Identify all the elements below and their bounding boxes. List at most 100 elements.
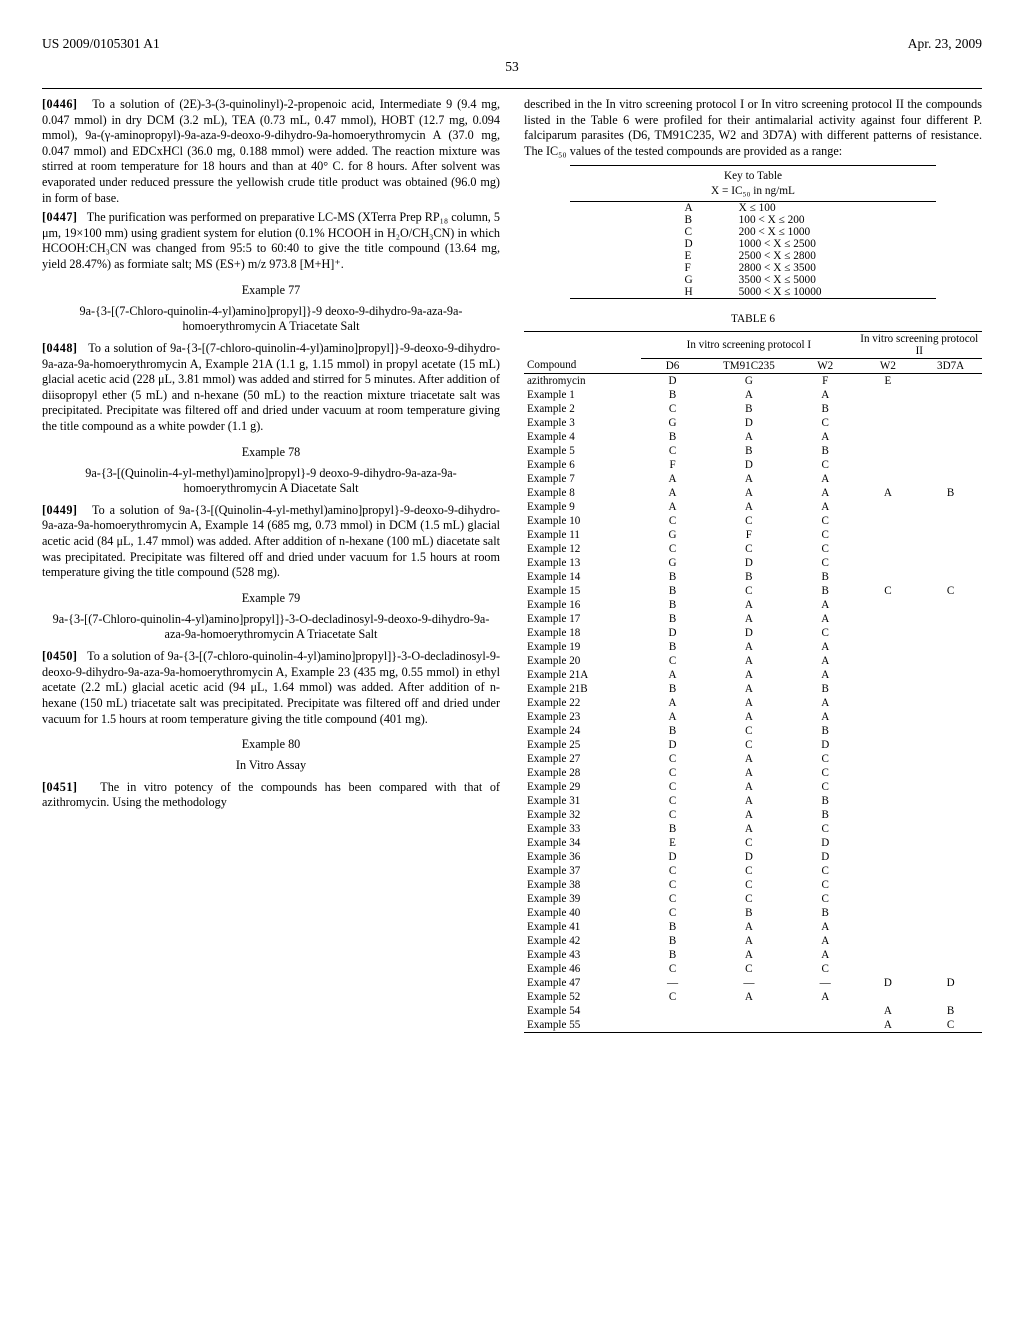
para-0449: [0449] To a solution of 9a-{3-[(Quinolin… bbox=[42, 503, 500, 581]
table-cell: C bbox=[641, 878, 704, 892]
table-cell bbox=[919, 458, 982, 472]
table-cell bbox=[857, 444, 920, 458]
table-cell bbox=[919, 444, 982, 458]
table-cell bbox=[857, 836, 920, 850]
table-cell: A bbox=[704, 486, 794, 500]
table-cell bbox=[704, 1004, 794, 1018]
table-row: Example 21BBAB bbox=[524, 682, 982, 696]
table-cell: A bbox=[641, 696, 704, 710]
table-cell bbox=[919, 724, 982, 738]
table-cell: Example 9 bbox=[524, 500, 641, 514]
table-cell: C bbox=[641, 892, 704, 906]
table-cell bbox=[857, 556, 920, 570]
table-cell bbox=[857, 948, 920, 962]
table-cell: A bbox=[794, 640, 857, 654]
table-cell bbox=[641, 1018, 704, 1032]
table-cell bbox=[857, 808, 920, 822]
table-cell: D bbox=[641, 626, 704, 640]
table-cell: Example 2 bbox=[524, 402, 641, 416]
table-cell bbox=[919, 934, 982, 948]
table-cell: C bbox=[641, 402, 704, 416]
table-cell bbox=[857, 794, 920, 808]
table-cell: A bbox=[704, 794, 794, 808]
table-cell bbox=[857, 612, 920, 626]
table-cell: B bbox=[641, 948, 704, 962]
table-cell: B bbox=[641, 822, 704, 836]
table-cell: C bbox=[704, 542, 794, 556]
table-cell bbox=[919, 416, 982, 430]
table-cell: E bbox=[641, 836, 704, 850]
table-cell bbox=[857, 416, 920, 430]
table-cell: B bbox=[704, 906, 794, 920]
table-cell bbox=[857, 640, 920, 654]
table-cell: A bbox=[794, 388, 857, 402]
table-cell: Example 52 bbox=[524, 990, 641, 1004]
table-cell: D bbox=[704, 850, 794, 864]
table-cell bbox=[857, 822, 920, 836]
table-cell: Example 24 bbox=[524, 724, 641, 738]
table-row: Example 2CBB bbox=[524, 402, 982, 416]
table-cell: A bbox=[704, 472, 794, 486]
table-cell: A bbox=[794, 710, 857, 724]
table-cell: C bbox=[641, 654, 704, 668]
table-cell: A bbox=[857, 486, 920, 500]
table-cell: C bbox=[794, 458, 857, 472]
key-letter: E bbox=[678, 250, 732, 262]
table-cell bbox=[919, 808, 982, 822]
table-cell: B bbox=[919, 1004, 982, 1018]
table-cell: C bbox=[641, 514, 704, 528]
table-cell: B bbox=[641, 598, 704, 612]
ex80-title: Example 80 bbox=[42, 737, 500, 752]
para-0446-text: To a solution of (2E)-3-(3-quinolinyl)-2… bbox=[42, 97, 500, 205]
table6-caption: TABLE 6 bbox=[524, 313, 982, 325]
ex78-title: Example 78 bbox=[42, 445, 500, 460]
table-cell: Example 33 bbox=[524, 822, 641, 836]
table-cell bbox=[641, 1004, 704, 1018]
table-cell: Example 10 bbox=[524, 514, 641, 528]
table-cell: Example 25 bbox=[524, 738, 641, 752]
table-cell: Example 31 bbox=[524, 794, 641, 808]
para-0446: [0446] To a solution of (2E)-3-(3-quinol… bbox=[42, 97, 500, 206]
table-cell: G bbox=[641, 556, 704, 570]
table-cell: D bbox=[704, 556, 794, 570]
table-row: Example 55AC bbox=[524, 1018, 982, 1032]
table-cell: B bbox=[641, 388, 704, 402]
key-row: AX ≤ 100 bbox=[678, 202, 827, 214]
table-cell: C bbox=[794, 766, 857, 780]
table-cell: B bbox=[794, 794, 857, 808]
table-cell: Example 28 bbox=[524, 766, 641, 780]
table-cell: Example 11 bbox=[524, 528, 641, 542]
table-cell: G bbox=[641, 416, 704, 430]
table-cell: Example 17 bbox=[524, 612, 641, 626]
table-cell: Example 4 bbox=[524, 430, 641, 444]
key-row: G3500 < X ≤ 5000 bbox=[678, 274, 827, 286]
table-row: Example 29CAC bbox=[524, 780, 982, 794]
table-cell: B bbox=[794, 570, 857, 584]
table-row: Example 4BAA bbox=[524, 430, 982, 444]
table-row: Example 42BAA bbox=[524, 934, 982, 948]
table-cell: A bbox=[704, 808, 794, 822]
header-rule bbox=[42, 88, 982, 89]
table-cell bbox=[919, 752, 982, 766]
table-cell bbox=[919, 472, 982, 486]
table-cell bbox=[857, 934, 920, 948]
table-cell bbox=[919, 864, 982, 878]
table-cell bbox=[919, 878, 982, 892]
table-cell: F bbox=[704, 528, 794, 542]
table-cell bbox=[919, 906, 982, 920]
table-cell: C bbox=[794, 822, 857, 836]
table-cell: A bbox=[704, 388, 794, 402]
key-letter: B bbox=[678, 214, 732, 226]
key-range: 3500 < X ≤ 5000 bbox=[733, 274, 828, 286]
table-cell bbox=[857, 710, 920, 724]
table-cell: A bbox=[704, 668, 794, 682]
table-cell: A bbox=[794, 486, 857, 500]
table-cell: B bbox=[641, 682, 704, 696]
table-cell bbox=[919, 402, 982, 416]
table-cell: A bbox=[641, 668, 704, 682]
table-cell bbox=[919, 654, 982, 668]
table-cell bbox=[857, 514, 920, 528]
table-cell: C bbox=[641, 542, 704, 556]
table-cell: Example 16 bbox=[524, 598, 641, 612]
intro-text: described in the In vitro screening prot… bbox=[524, 97, 982, 159]
